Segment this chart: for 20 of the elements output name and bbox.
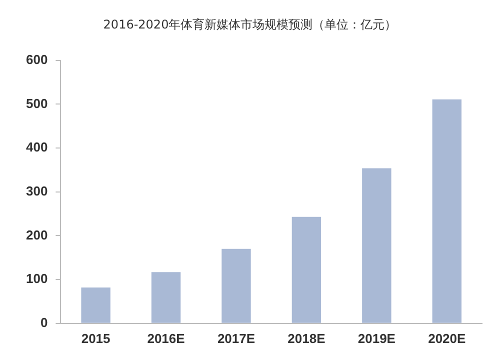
- x-tick-label: 2020E: [428, 330, 466, 346]
- x-tick-label: 2016E: [147, 330, 186, 346]
- x-tick-label: 2019E: [358, 330, 396, 346]
- x-tick-label: 2018E: [288, 330, 326, 346]
- y-tick-label: 500: [26, 96, 48, 111]
- y-tick-label: 200: [26, 227, 48, 242]
- y-tick-label: 0: [40, 314, 48, 330]
- y-tick-label: 300: [26, 183, 48, 198]
- x-tick-label: 2015: [81, 330, 110, 346]
- bar: [292, 216, 322, 323]
- bar: [362, 168, 392, 323]
- bar: [81, 287, 110, 323]
- chart-title: 2016-2020年体育新媒体市场规模预测（单位：亿元）: [103, 17, 397, 32]
- bar: [151, 272, 181, 323]
- bar: [432, 99, 462, 323]
- y-tick-label: 400: [26, 140, 48, 155]
- bar: [222, 248, 251, 323]
- x-tick-label: 2017E: [217, 330, 256, 346]
- y-tick-label: 600: [26, 52, 48, 67]
- y-tick-label: 100: [26, 271, 48, 286]
